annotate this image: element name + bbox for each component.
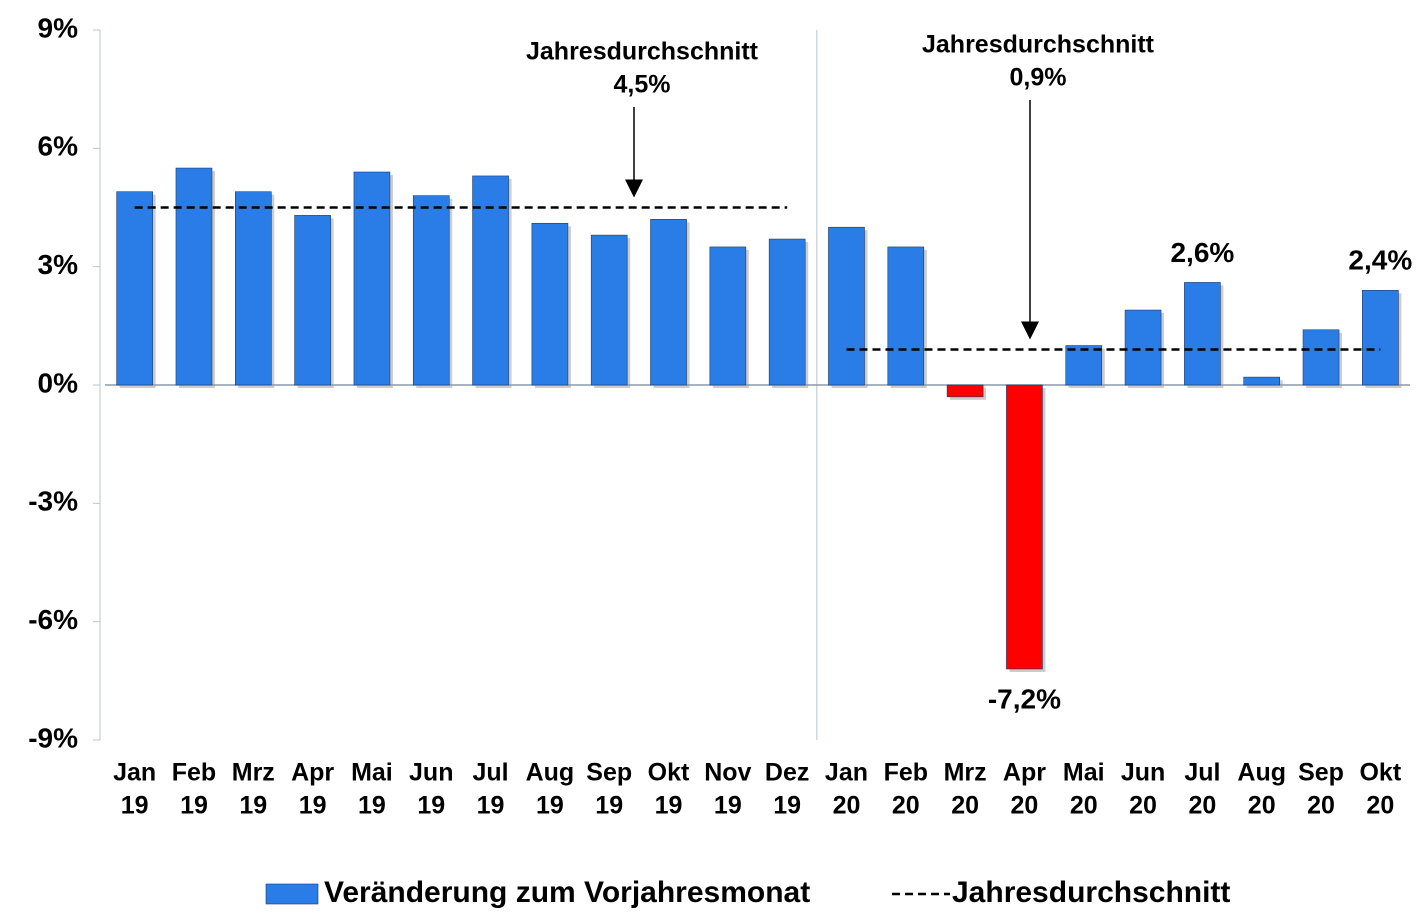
x-tick-label: Feb — [884, 759, 928, 787]
legend-label: Jahresdurchschnitt — [952, 876, 1230, 909]
x-tick-label: 19 — [417, 792, 445, 820]
x-tick-label: Jun — [409, 759, 453, 787]
bar — [353, 171, 391, 386]
x-tick-label: Mrz — [232, 759, 275, 787]
bar — [1243, 376, 1281, 386]
x-tick-label: 20 — [1248, 792, 1276, 820]
x-tick-label: 20 — [1188, 792, 1216, 820]
annotation-title: Jahresdurchschnitt — [526, 38, 759, 66]
bar — [1006, 384, 1043, 670]
x-tick-label: Mrz — [944, 759, 987, 787]
x-tick-label: Okt — [648, 759, 690, 787]
bar — [828, 226, 865, 386]
x-tick-label: Nov — [704, 759, 751, 787]
x-tick-label: 19 — [121, 792, 149, 820]
bar — [412, 195, 450, 386]
x-tick-label: Jan — [113, 759, 156, 787]
bar — [1065, 345, 1103, 386]
x-tick-label: 20 — [892, 792, 920, 820]
x-tick-label: 20 — [1011, 792, 1039, 820]
y-tick-label: 6% — [38, 131, 79, 162]
x-tick-label: Mai — [351, 759, 393, 787]
x-tick-label: 20 — [1129, 792, 1157, 820]
x-tick-label: Sep — [586, 759, 632, 787]
x-tick-label: 20 — [1366, 792, 1394, 820]
annotation-title: Jahresdurchschnitt — [922, 31, 1155, 59]
legend-label: Veränderung zum Vorjahresmonat — [324, 876, 810, 909]
x-tick-label: 19 — [239, 792, 267, 820]
bar — [946, 384, 984, 398]
bar — [768, 238, 806, 386]
bar — [175, 167, 213, 386]
annotation-arrowhead — [625, 179, 643, 198]
bar — [590, 234, 628, 386]
x-tick-label: 19 — [358, 792, 386, 820]
x-tick-label: 19 — [655, 792, 683, 820]
x-tick-label: 20 — [1070, 792, 1098, 820]
x-tick-label: Dez — [765, 759, 809, 787]
annotation-label: 4,5% — [614, 71, 671, 99]
annotation-arrowhead — [1021, 321, 1039, 340]
x-tick-label: 19 — [714, 792, 742, 820]
y-tick-label: 0% — [38, 367, 79, 398]
y-tick-label: -6% — [28, 604, 78, 635]
data-label: -7,2% — [988, 683, 1061, 714]
x-tick-label: Okt — [1359, 759, 1401, 787]
x-tick-label: Aug — [1237, 759, 1286, 787]
x-tick-label: Jan — [825, 759, 868, 787]
x-tick-label: 19 — [477, 792, 505, 820]
x-tick-label: Sep — [1298, 759, 1344, 787]
bar — [1362, 290, 1399, 386]
annotation-label: 0,9% — [1010, 64, 1067, 92]
x-tick-label: 19 — [595, 792, 623, 820]
x-tick-label: Aug — [526, 759, 575, 787]
x-tick-label: Jul — [473, 759, 509, 787]
x-tick-label: 20 — [1307, 792, 1335, 820]
x-tick-label: 19 — [773, 792, 801, 820]
x-tick-label: Jul — [1184, 759, 1220, 787]
x-tick-label: Mai — [1063, 759, 1105, 787]
x-tick-label: 19 — [299, 792, 327, 820]
bar — [1184, 282, 1221, 386]
legend-swatch — [265, 883, 319, 905]
bar — [234, 191, 272, 386]
bar — [1302, 329, 1340, 386]
bar — [650, 219, 687, 386]
y-tick-label: 3% — [38, 249, 79, 280]
data-label: 2,4% — [1348, 245, 1412, 276]
x-tick-label: 20 — [951, 792, 979, 820]
y-tick-label: -3% — [28, 486, 78, 517]
bar — [472, 175, 509, 386]
x-tick-label: Apr — [291, 759, 334, 787]
x-tick-label: 20 — [833, 792, 861, 820]
x-tick-label: 19 — [536, 792, 564, 820]
bar — [531, 222, 569, 386]
y-tick-label: 9% — [38, 12, 79, 43]
bar — [116, 191, 153, 386]
bar — [887, 246, 925, 386]
bar — [294, 215, 331, 386]
x-tick-label: Jun — [1121, 759, 1165, 787]
x-tick-label: 19 — [180, 792, 208, 820]
data-label: 2,6% — [1170, 237, 1234, 268]
bar — [1124, 309, 1162, 386]
y-tick-label: -9% — [28, 722, 78, 753]
bar — [709, 246, 747, 386]
x-tick-label: Feb — [172, 759, 216, 787]
x-tick-label: Apr — [1003, 759, 1046, 787]
